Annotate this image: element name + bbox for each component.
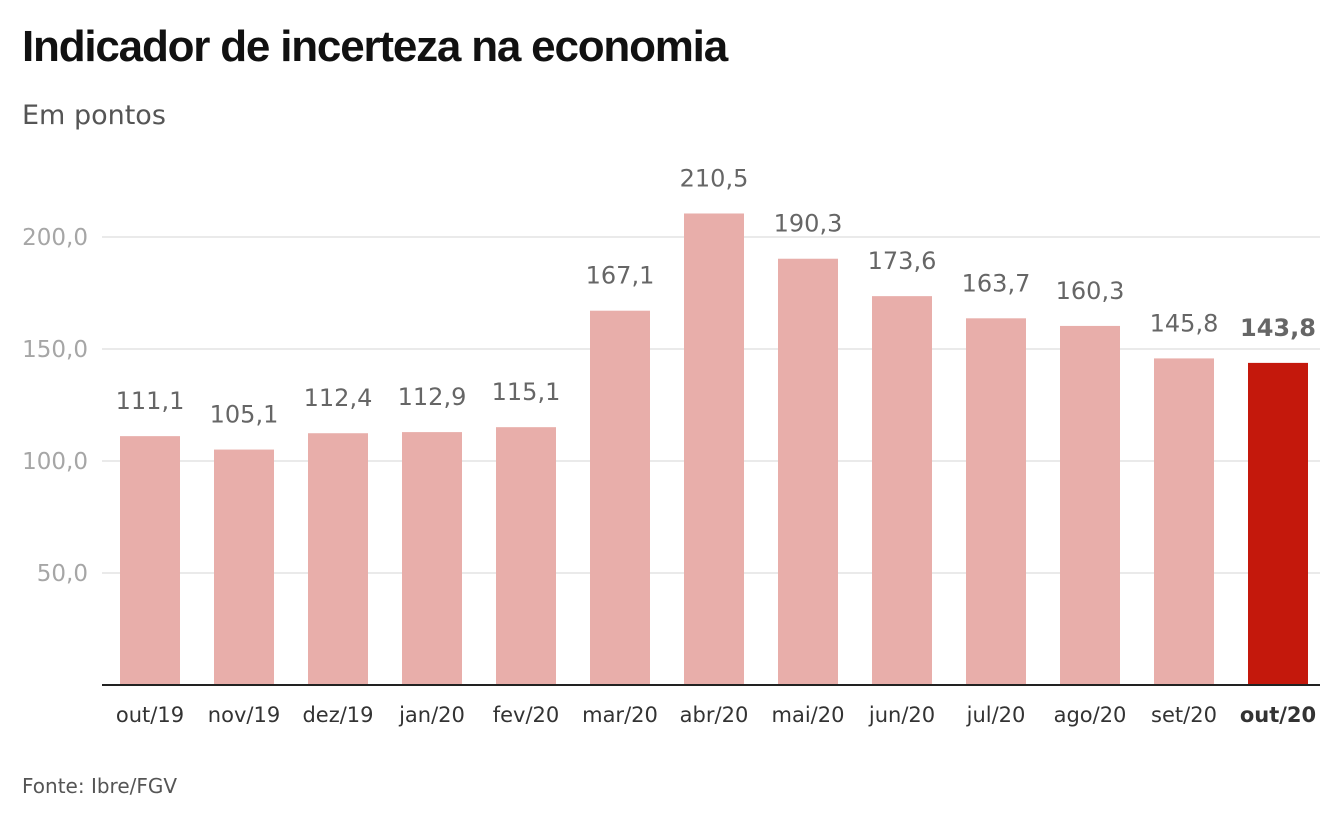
y-tick-label: 50,0	[37, 561, 88, 587]
chart-title: Indicador de incerteza na economia	[22, 22, 728, 71]
x-tick-label: out/20	[1240, 703, 1316, 727]
bar	[120, 436, 180, 685]
bar-value-label: 210,5	[680, 164, 749, 192]
y-tick-label: 100,0	[22, 449, 88, 475]
bar-value-label: 145,8	[1150, 309, 1219, 337]
bar-value-label: 111,1	[116, 387, 185, 415]
bar	[872, 296, 932, 685]
bar	[684, 213, 744, 686]
bar-value-label: 167,1	[586, 262, 655, 290]
bar-value-label: 115,1	[492, 378, 561, 406]
source-note: Fonte: Ibre/FGV	[22, 774, 178, 798]
bar	[778, 258, 838, 685]
x-tick-label: jul/20	[966, 703, 1026, 727]
bar	[1154, 358, 1214, 685]
bar	[496, 427, 556, 685]
x-tick-label: ago/20	[1054, 703, 1127, 727]
bar	[402, 432, 462, 685]
bar-value-label: 160,3	[1056, 277, 1125, 305]
bar-value-label: 112,9	[398, 383, 467, 411]
x-tick-label: jun/20	[868, 703, 935, 727]
x-tick-label: jan/20	[398, 703, 465, 727]
bar-value-label: 190,3	[774, 210, 843, 238]
x-tick-label: mar/20	[582, 703, 658, 727]
bar-value-label: 112,4	[304, 384, 373, 412]
y-tick-label: 150,0	[22, 337, 88, 363]
x-tick-label: out/19	[116, 703, 184, 727]
bar	[1060, 325, 1120, 685]
x-tick-label: nov/19	[208, 703, 280, 727]
x-tick-label: mai/20	[772, 703, 845, 727]
bar-value-label: 173,6	[868, 247, 937, 275]
bar	[308, 433, 368, 685]
x-tick-label: dez/19	[302, 703, 373, 727]
y-tick-label: 200,0	[22, 225, 88, 251]
bar-value-label: 105,1	[210, 401, 279, 429]
bar	[966, 318, 1026, 685]
x-tick-label: abr/20	[680, 703, 749, 727]
bar	[1248, 362, 1308, 685]
bar	[214, 449, 274, 685]
bar-value-label: 163,7	[962, 269, 1031, 297]
bar	[590, 310, 650, 685]
x-tick-label: set/20	[1151, 703, 1217, 727]
x-tick-label: fev/20	[493, 703, 560, 727]
chart-subtitle: Em pontos	[22, 100, 166, 131]
bar-value-label: 143,8	[1240, 314, 1316, 342]
